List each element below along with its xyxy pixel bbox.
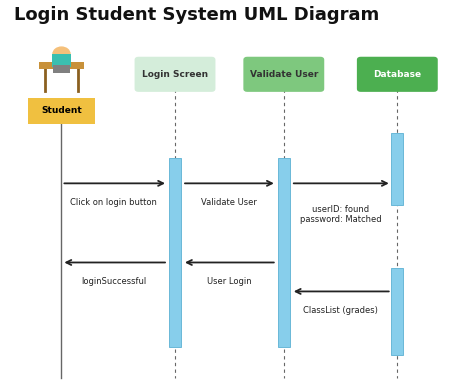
Bar (278, 158, 289, 347)
FancyBboxPatch shape (53, 65, 70, 73)
Text: loginSuccessful: loginSuccessful (81, 277, 146, 286)
Text: Validate User: Validate User (201, 198, 257, 207)
Text: Student: Student (41, 107, 82, 115)
Circle shape (53, 47, 70, 61)
Text: userID: found
password: Matched: userID: found password: Matched (300, 205, 381, 224)
FancyBboxPatch shape (28, 98, 95, 124)
Text: Database: Database (373, 70, 421, 79)
FancyBboxPatch shape (52, 54, 71, 67)
Text: Click on login button: Click on login button (70, 198, 157, 207)
Bar (391, 133, 403, 205)
Bar (391, 268, 403, 355)
FancyBboxPatch shape (243, 57, 324, 92)
Text: Login Student System UML Diagram: Login Student System UML Diagram (14, 6, 379, 24)
Text: Login Screen: Login Screen (142, 70, 208, 79)
Text: User Login: User Login (207, 277, 252, 286)
Bar (169, 158, 181, 347)
Text: Validate User: Validate User (250, 70, 318, 79)
Bar (39, 62, 84, 69)
FancyBboxPatch shape (357, 57, 438, 92)
FancyBboxPatch shape (134, 57, 215, 92)
Text: ClassList (grades): ClassList (grades) (303, 306, 378, 315)
